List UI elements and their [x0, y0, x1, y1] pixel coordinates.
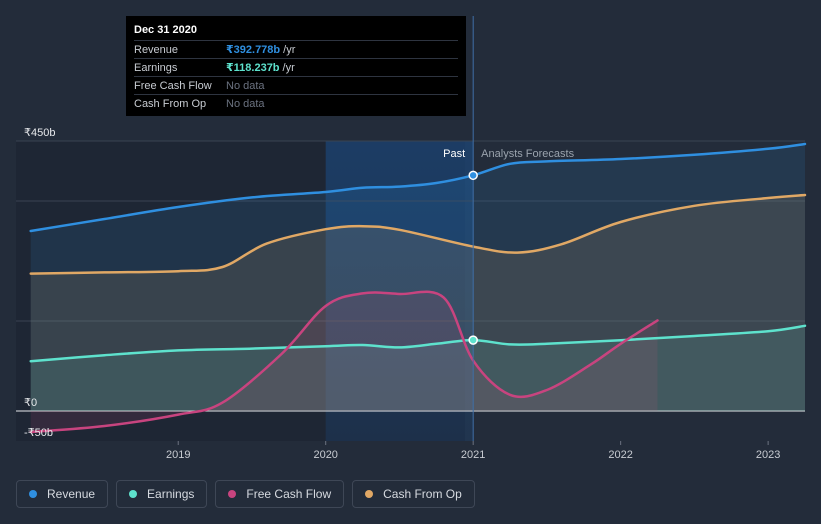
tooltip-row-value: ₹392.778b	[226, 44, 281, 56]
series-lines	[29, 142, 807, 434]
free-cash-flow-line	[29, 290, 659, 434]
x-tick-label: 2020	[313, 449, 337, 461]
earnings-marker	[468, 335, 478, 345]
tooltip-date: Dec 31 2020	[134, 24, 197, 36]
earnings-line	[29, 324, 807, 363]
chart: Past Analysts Forecasts ₹450b ₹0 -₹50b 201…	[16, 16, 807, 461]
series-areas	[30, 144, 805, 432]
legend-item-revenue[interactable]: Revenue	[16, 480, 109, 508]
cash-from-op-area	[30, 195, 805, 411]
tooltip-row-value: ₹118.237b	[226, 62, 280, 74]
revenue-dot-icon	[29, 490, 37, 498]
y-tick-label: ₹0	[24, 397, 37, 409]
cash-from-op-dot-icon	[365, 490, 374, 498]
tooltip-row-earnings: Earnings ₹118.237b /yr	[134, 58, 458, 76]
gridlines	[16, 140, 805, 445]
tooltip-row-unit: /yr	[282, 61, 295, 74]
y-tick-label: ₹450b	[24, 127, 55, 139]
x-tick-label: 2019	[166, 449, 190, 461]
legend-label: Cash From Op	[383, 487, 462, 501]
legend-item-earnings[interactable]: Earnings	[116, 480, 208, 508]
past-label: Past	[443, 148, 465, 160]
x-tick-label: 2023	[756, 449, 780, 461]
tooltip-row-value: No data	[226, 97, 265, 110]
y-tick-label: -₹50b	[24, 427, 53, 439]
tooltip-row-label: Free Cash Flow	[134, 79, 212, 92]
legend-item-free-cash-flow[interactable]: Free Cash Flow	[215, 480, 345, 508]
legend-item-cash-from-op[interactable]: Cash From Op	[352, 480, 475, 508]
legend: Revenue Earnings Free Cash Flow Cash Fro…	[16, 480, 475, 508]
tooltip-row-free-cash-flow: Free Cash Flow No data	[134, 76, 458, 94]
markers	[468, 170, 478, 345]
tooltip-row-label: Earnings	[134, 61, 178, 74]
tooltip-row-label: Revenue	[134, 43, 179, 56]
x-tick-label: 2022	[608, 449, 632, 461]
free-cash-flow-area	[30, 291, 658, 432]
revenue-marker	[468, 170, 478, 181]
earnings-dot-icon	[129, 490, 138, 498]
x-tick-label: 2021	[461, 449, 485, 461]
tooltip-row-label: Cash From Op	[134, 97, 207, 110]
y-axis-labels: ₹450b ₹0 -₹50b	[24, 127, 55, 439]
highlight-band	[325, 141, 474, 441]
revenue-area	[30, 144, 805, 411]
legend-label: Free Cash Flow	[246, 487, 332, 501]
x-axis-labels: 2019 2020 2021 2022 2023	[166, 449, 780, 461]
earnings-area	[30, 325, 805, 411]
tooltip: Dec 31 2020 Revenue ₹392.778b /yr Earnin…	[126, 16, 466, 116]
legend-label: Revenue	[47, 487, 96, 501]
forecast-label: Analysts Forecasts	[481, 148, 574, 160]
legend-label: Earnings	[147, 487, 195, 501]
revenue-line	[29, 142, 807, 233]
tooltip-row-cash-from-op: Cash From Op No data	[134, 94, 458, 112]
tooltip-row-revenue: Revenue ₹392.778b /yr	[134, 40, 458, 58]
cash-from-op-line	[29, 193, 807, 275]
free-cash-flow-dot-icon	[228, 490, 237, 498]
tooltip-row-unit: /yr	[283, 43, 296, 56]
tooltip-row-value: No data	[226, 79, 265, 92]
